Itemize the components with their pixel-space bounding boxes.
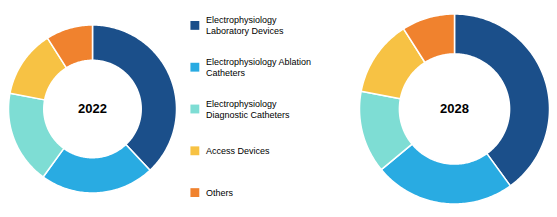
svg-text:Electrophysiology AblationCath: Electrophysiology AblationCatheters [206, 57, 311, 78]
svg-text:ElectrophysiologyDiagnostic Ca: ElectrophysiologyDiagnostic Catheters [206, 99, 290, 120]
svg-text:ElectrophysiologyLaboratory De: ElectrophysiologyLaboratory Devices [206, 15, 284, 36]
svg-text:Others: Others [206, 188, 234, 198]
svg-text:2028: 2028 [440, 101, 469, 116]
svg-text:2022: 2022 [78, 101, 107, 116]
svg-text:Access Devices: Access Devices [206, 146, 270, 156]
